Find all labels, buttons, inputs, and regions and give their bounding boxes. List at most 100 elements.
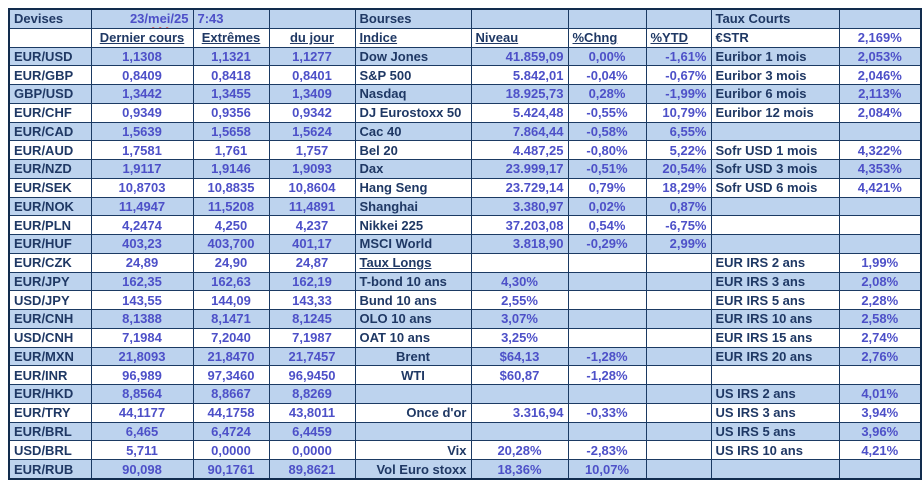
index-dax[interactable]: Dax xyxy=(354,159,472,179)
pair-eur-brl[interactable]: EUR/BRL xyxy=(8,421,92,442)
eur-irs-10-ans-value[interactable]: 2,58% xyxy=(838,309,922,329)
eur-usd-extremes[interactable]: 1,1321 xyxy=(192,46,270,67)
msci-world-chng[interactable]: -0,29% xyxy=(567,234,647,254)
pair-eur-czk[interactable]: EUR/CZK xyxy=(8,252,92,273)
pair-usd-cnh[interactable]: USD/CNH xyxy=(8,327,92,348)
eur-mxn-dernier-cours[interactable]: 21,8093 xyxy=(90,346,194,367)
eur-irs-3-ans-value[interactable]: 2,08% xyxy=(838,271,922,292)
pair-eur-jpy[interactable]: EUR/JPY xyxy=(8,271,92,292)
rate-sofr-usd-1-mois[interactable]: Sofr USD 1 mois xyxy=(710,140,840,161)
dax-chng[interactable]: -0,51% xyxy=(567,159,647,179)
date-cell[interactable]: 23/mei/25 xyxy=(90,8,194,29)
index-dj-eurostoxx-50[interactable]: DJ Eurostoxx 50 xyxy=(354,102,472,123)
eur-cnh-du-jour[interactable]: 8,1245 xyxy=(268,309,356,329)
pair-eur-cad[interactable]: EUR/CAD xyxy=(8,121,92,142)
hang-seng-niveau[interactable]: 23.729,14 xyxy=(470,177,569,198)
rate-eur-irs-5-ans[interactable]: EUR IRS 5 ans xyxy=(710,290,840,311)
empty-cell[interactable] xyxy=(645,346,712,367)
section-title-taux-courts[interactable]: Taux Courts xyxy=(710,8,840,29)
eur-czk-dernier-cours[interactable]: 24,89 xyxy=(90,252,194,273)
sofr-usd-6-mois-value[interactable]: 4,421% xyxy=(838,177,922,198)
euribor-6-mois-value[interactable]: 2,113% xyxy=(838,84,922,104)
empty-cell[interactable] xyxy=(645,421,712,442)
bund-10-ans-value[interactable]: 2,55% xyxy=(470,290,569,311)
usd-cnh-dernier-cours[interactable]: 7,1984 xyxy=(90,327,194,348)
usd-jpy-du-jour[interactable]: 143,33 xyxy=(268,290,356,311)
index-hang-seng[interactable]: Hang Seng xyxy=(354,177,472,198)
rate-bund-10-ans[interactable]: Bund 10 ans xyxy=(354,290,472,311)
index-dow-jones[interactable]: Dow Jones xyxy=(354,46,472,67)
empty-cell[interactable] xyxy=(567,327,647,348)
index-shanghai[interactable]: Shanghai xyxy=(354,196,472,217)
rate-euribor-3-mois[interactable]: Euribor 3 mois xyxy=(710,65,840,86)
once-d-or-chng[interactable]: -0,33% xyxy=(567,402,647,423)
index-nikkei-225[interactable]: Nikkei 225 xyxy=(354,215,472,236)
empty-cell[interactable] xyxy=(470,252,569,273)
empty-cell[interactable] xyxy=(354,384,472,404)
olo-10-ans-value[interactable]: 3,07% xyxy=(470,309,569,329)
rate-t-bond-10-ans[interactable]: T-bond 10 ans xyxy=(354,271,472,292)
section-title-bourses[interactable]: Bourses xyxy=(354,8,472,29)
sofr-usd-1-mois-value[interactable]: 4,322% xyxy=(838,140,922,161)
col-header-indice[interactable]: Indice xyxy=(354,27,472,48)
empty-cell[interactable] xyxy=(645,402,712,423)
eur-hkd-du-jour[interactable]: 8,8269 xyxy=(268,384,356,404)
eur-irs-2-ans-value[interactable]: 1,99% xyxy=(838,252,922,273)
rate-eur-irs-20-ans[interactable]: EUR IRS 20 ans xyxy=(710,346,840,367)
eur-huf-dernier-cours[interactable]: 403,23 xyxy=(90,234,194,254)
eur-mxn-du-jour[interactable]: 21,7457 xyxy=(268,346,356,367)
col-header-chng[interactable]: %Chng xyxy=(567,27,647,48)
vix-value[interactable]: 20,28% xyxy=(470,440,569,461)
rate-oat-10-ans[interactable]: OAT 10 ans xyxy=(354,327,472,348)
eur-huf-du-jour[interactable]: 401,17 xyxy=(268,234,356,254)
eur-aud-du-jour[interactable]: 1,757 xyxy=(268,140,356,161)
empty-cell[interactable] xyxy=(710,365,840,386)
pair-eur-huf[interactable]: EUR/HUF xyxy=(8,234,92,254)
empty-cell[interactable] xyxy=(567,271,647,292)
empty-cell[interactable] xyxy=(645,252,712,273)
eur-cnh-dernier-cours[interactable]: 8,1388 xyxy=(90,309,194,329)
pair-eur-nzd[interactable]: EUR/NZD xyxy=(8,159,92,179)
empty-cell[interactable] xyxy=(645,290,712,311)
index-msci-world[interactable]: MSCI World xyxy=(354,234,472,254)
eur-usd-du-jour[interactable]: 1,1277 xyxy=(268,46,356,67)
asset-brent[interactable]: Brent xyxy=(354,346,472,367)
empty-cell[interactable] xyxy=(354,421,472,442)
shanghai-chng[interactable]: 0,02% xyxy=(567,196,647,217)
asset-once-d-or[interactable]: Once d'or xyxy=(354,402,472,423)
eur-jpy-du-jour[interactable]: 162,19 xyxy=(268,271,356,292)
empty-cell[interactable] xyxy=(470,421,569,442)
euribor-12-mois-value[interactable]: 2,084% xyxy=(838,102,922,123)
empty-cell[interactable] xyxy=(838,196,922,217)
shanghai-ytd[interactable]: 0,87% xyxy=(645,196,712,217)
eur-inr-du-jour[interactable]: 96,9450 xyxy=(268,365,356,386)
rate-eur-irs-10-ans[interactable]: EUR IRS 10 ans xyxy=(710,309,840,329)
eur-nzd-du-jour[interactable]: 1,9093 xyxy=(268,159,356,179)
cac-40-chng[interactable]: -0,58% xyxy=(567,121,647,142)
usd-jpy-extremes[interactable]: 144,09 xyxy=(192,290,270,311)
dax-niveau[interactable]: 23.999,17 xyxy=(470,159,569,179)
eur-cnh-extremes[interactable]: 8,1471 xyxy=(192,309,270,329)
empty-cell[interactable] xyxy=(838,459,922,480)
empty-cell[interactable] xyxy=(470,384,569,404)
pair-usd-brl[interactable]: USD/BRL xyxy=(8,440,92,461)
empty-cell[interactable] xyxy=(838,365,922,386)
eur-sek-du-jour[interactable]: 10,8604 xyxy=(268,177,356,198)
empty-cell[interactable] xyxy=(645,271,712,292)
rate-olo-10-ans[interactable]: OLO 10 ans xyxy=(354,309,472,329)
empty-cell[interactable] xyxy=(645,309,712,329)
dow-jones-chng[interactable]: 0,00% xyxy=(567,46,647,67)
eur-nok-dernier-cours[interactable]: 11,4947 xyxy=(90,196,194,217)
bel-20-niveau[interactable]: 4.487,25 xyxy=(470,140,569,161)
eur-chf-extremes[interactable]: 0,9356 xyxy=(192,102,270,123)
asset-vol-euro-stoxx[interactable]: Vol Euro stoxx xyxy=(354,459,472,480)
eur-nok-du-jour[interactable]: 11,4891 xyxy=(268,196,356,217)
eur-inr-extremes[interactable]: 97,3460 xyxy=(192,365,270,386)
eur-cad-du-jour[interactable]: 1,5624 xyxy=(268,121,356,142)
pair-eur-aud[interactable]: EUR/AUD xyxy=(8,140,92,161)
hang-seng-chng[interactable]: 0,79% xyxy=(567,177,647,198)
eur-try-du-jour[interactable]: 43,8011 xyxy=(268,402,356,423)
eur-chf-dernier-cours[interactable]: 0,9349 xyxy=(90,102,194,123)
empty-cell[interactable] xyxy=(710,196,840,217)
col-header-ytd[interactable]: %YTD xyxy=(645,27,712,48)
